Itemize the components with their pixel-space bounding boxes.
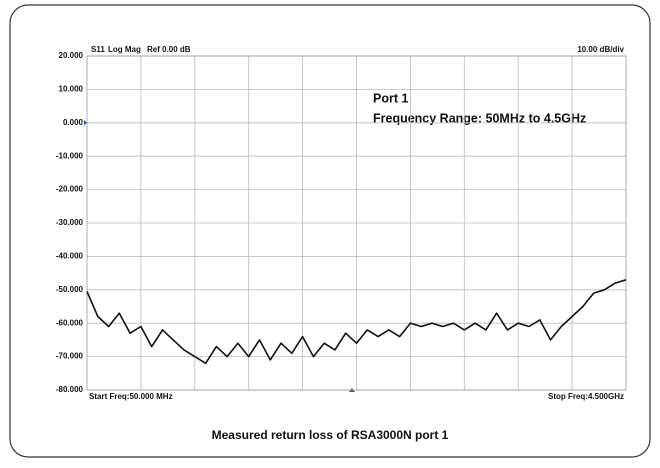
- annotation: Frequency Range: 50MHz to 4.5GHz: [373, 111, 586, 125]
- y-tick-label: 0.000: [63, 118, 84, 127]
- y-tick-label: -70.000: [56, 352, 84, 361]
- y-tick-label: -50.000: [56, 285, 84, 294]
- frame: [9, 4, 651, 458]
- y-tick-label: -30.000: [56, 218, 84, 227]
- start-freq: Start Freq:50.000 MHz: [89, 392, 173, 401]
- y-tick-label: -60.000: [56, 318, 84, 327]
- format: Log Mag: [108, 45, 141, 54]
- annotation: Port 1: [373, 91, 408, 105]
- y-tick-label: -80.000: [56, 385, 84, 394]
- caption: Measured return loss of RSA3000N port 1: [212, 428, 449, 442]
- y-tick-label: -40.000: [56, 252, 84, 261]
- y-tick-label: 20.000: [59, 51, 84, 60]
- reference: Ref 0.00 dB: [147, 45, 191, 54]
- ref-marker: [84, 120, 87, 126]
- plot-border: [86, 55, 627, 391]
- stop-freq: Stop Freq:4.500GHz: [548, 392, 624, 401]
- trace-type: S11: [91, 45, 105, 54]
- scale: 10.00 dB/div: [577, 45, 624, 54]
- trace: [86, 279, 627, 365]
- y-tick-label: -20.000: [56, 185, 84, 194]
- y-tick-label: -10.000: [56, 151, 84, 160]
- y-tick-label: 10.000: [59, 85, 84, 94]
